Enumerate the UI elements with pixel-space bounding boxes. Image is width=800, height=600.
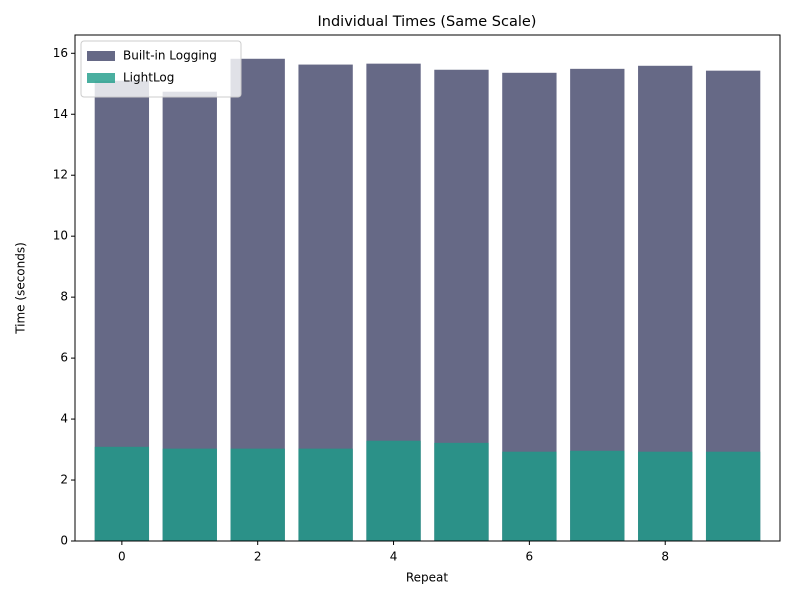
y-tick-label: 2: [60, 473, 68, 487]
x-tick-label: 2: [254, 550, 262, 564]
y-tick-label: 8: [60, 290, 68, 304]
legend-label: LightLog: [123, 71, 174, 85]
bar: [570, 450, 625, 541]
bar: [638, 451, 693, 541]
legend-box: [80, 40, 242, 98]
bar: [366, 440, 421, 541]
bar: [230, 448, 285, 541]
y-tick-label: 14: [53, 107, 68, 121]
bar: [94, 446, 150, 541]
bar: [502, 451, 557, 541]
x-axis-label: Repeat: [406, 571, 449, 585]
bar: [162, 448, 217, 541]
plot-frame: [74, 34, 781, 542]
x-tick-label: 6: [526, 550, 534, 564]
y-tick-label: 4: [60, 412, 68, 426]
bar: [705, 451, 761, 541]
legend-label: Built-in Logging: [123, 49, 217, 63]
chart-title: Individual Times (Same Scale): [318, 14, 537, 30]
bar: [298, 448, 353, 541]
legend-swatch: [87, 73, 115, 83]
legend-swatch: [87, 51, 115, 61]
bar: [434, 442, 489, 541]
x-tick-label: 8: [661, 550, 669, 564]
x-tick-label: 4: [390, 550, 398, 564]
y-axis-label: Time (seconds): [14, 242, 28, 335]
y-tick-label: 0: [60, 534, 68, 548]
y-tick-label: 10: [53, 229, 68, 243]
y-tick-label: 16: [53, 46, 68, 60]
x-tick-label: 0: [118, 550, 126, 564]
y-tick-label: 12: [53, 168, 68, 182]
y-tick-label: 6: [60, 351, 68, 365]
